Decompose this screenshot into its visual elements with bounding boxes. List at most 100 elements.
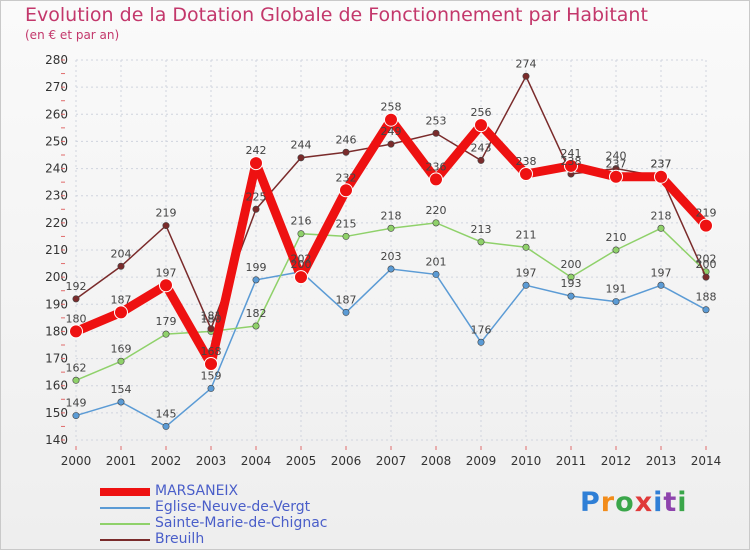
data-label: 236 (426, 160, 447, 173)
data-point (477, 338, 485, 346)
y-tick-label: 160 (45, 379, 68, 393)
series-marsaneix (69, 112, 713, 371)
data-point (702, 306, 710, 314)
data-point (342, 308, 350, 316)
logo-letter: r (600, 487, 616, 518)
data-label: 169 (111, 342, 132, 355)
data-label: 159 (201, 369, 222, 382)
y-tick-label: 260 (45, 107, 68, 121)
data-point (114, 305, 128, 320)
x-tick-label: 2006 (331, 454, 362, 468)
data-point (252, 322, 260, 330)
data-label: 187 (336, 293, 357, 306)
x-tick-label: 2014 (691, 454, 722, 468)
data-label: 210 (606, 231, 627, 244)
data-point (387, 224, 395, 232)
data-point (432, 129, 440, 137)
data-label: 192 (66, 280, 87, 293)
data-point (612, 298, 620, 306)
data-label: 218 (381, 209, 402, 222)
data-point (387, 265, 395, 273)
legend-label: MARSANEIX (155, 483, 239, 499)
data-label: 200 (291, 258, 312, 271)
series-lines (69, 72, 713, 430)
data-point (519, 167, 533, 181)
y-tick-label: 150 (45, 406, 68, 420)
logo-letter: o (615, 487, 635, 518)
data-label: 220 (426, 204, 447, 217)
legend-label: Sainte-Marie-de-Chignac (155, 515, 328, 531)
data-point (657, 224, 665, 232)
data-point (117, 262, 125, 270)
x-tick-label: 2008 (421, 454, 452, 468)
series-sainte-marie-de-chignac (72, 219, 710, 384)
x-tick-label: 2000 (61, 454, 92, 468)
y-tick-label: 280 (45, 53, 68, 67)
data-label: 211 (516, 228, 537, 241)
data-point (564, 158, 578, 173)
data-point (654, 169, 668, 184)
legend-item: Sainte-Marie-de-Chignac (100, 515, 420, 532)
data-point (477, 238, 485, 246)
logo-letter: i (677, 487, 688, 518)
data-label: 187 (111, 293, 132, 306)
data-point (159, 278, 173, 293)
data-point (117, 398, 125, 406)
data-label: 219 (156, 207, 177, 220)
y-tick-label: 220 (45, 216, 68, 230)
legend: MARSANEIX Eglise-Neuve-de-Vergt Sainte-Mar… (100, 483, 420, 548)
data-point (522, 243, 530, 251)
y-tick-label: 240 (45, 162, 68, 176)
data-label: 176 (471, 323, 492, 336)
data-point (387, 140, 395, 148)
data-label: 162 (66, 361, 87, 374)
data-label: 232 (336, 171, 357, 184)
data-label: 202 (291, 253, 312, 266)
x-tick-label: 2002 (151, 454, 182, 468)
data-label: 180 (66, 312, 87, 325)
data-point (432, 219, 440, 227)
logo-letter: x (634, 487, 654, 518)
data-label: 274 (516, 57, 537, 70)
x-tick-label: 2001 (106, 454, 137, 468)
data-point (72, 412, 80, 420)
data-label: 204 (111, 247, 132, 260)
data-point (162, 330, 170, 338)
data-point (297, 230, 305, 238)
y-tick-label: 190 (45, 297, 68, 311)
y-tick-label: 170 (45, 352, 68, 366)
data-point (612, 246, 620, 254)
data-point (204, 357, 218, 371)
data-label: 193 (561, 277, 582, 290)
data-point (522, 72, 530, 80)
data-label: 145 (156, 407, 177, 420)
data-label: 199 (246, 261, 267, 274)
data-label: 258 (381, 101, 402, 114)
legend-label: Breuilh (155, 531, 205, 547)
data-label: 200 (696, 258, 717, 271)
data-label: 242 (246, 144, 267, 157)
data-point (252, 276, 260, 284)
chart-subtitle: (en € et par an) (25, 28, 120, 42)
data-label: 149 (66, 397, 87, 410)
data-label: 197 (516, 266, 537, 279)
data-label: 197 (156, 266, 177, 279)
data-point (702, 273, 710, 281)
grid-lines (75, 59, 707, 441)
data-point (657, 281, 665, 289)
data-label: 179 (156, 315, 177, 328)
data-point (429, 172, 443, 187)
data-point (207, 384, 215, 392)
data-point (162, 422, 170, 430)
x-tick-label: 2009 (466, 454, 497, 468)
data-label: 237 (651, 158, 672, 171)
data-label: 219 (696, 207, 717, 220)
data-label: 244 (291, 139, 312, 152)
data-label: 218 (651, 209, 672, 222)
x-tick-label: 2003 (196, 454, 227, 468)
data-point (522, 281, 530, 289)
data-label: 246 (336, 133, 357, 146)
legend-label: Eglise-Neuve-de-Vergt (155, 499, 311, 515)
data-label: 243 (471, 141, 492, 154)
